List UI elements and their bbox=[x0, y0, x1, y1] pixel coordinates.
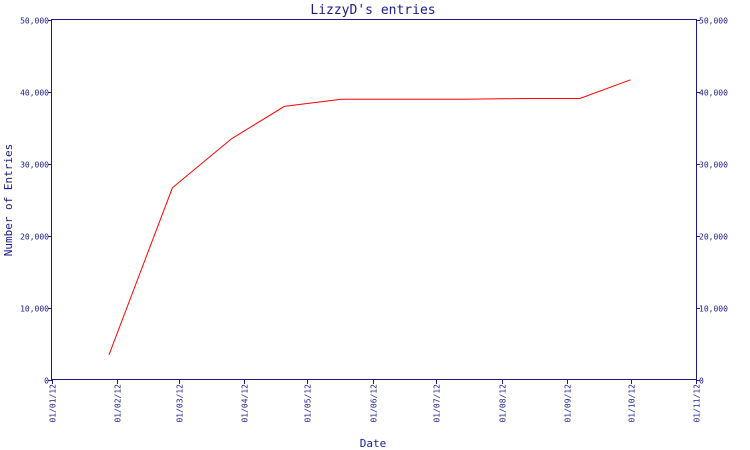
y-tick-label-right: 20,000 bbox=[699, 233, 728, 242]
x-tick-label: 01/04/12 bbox=[241, 384, 250, 423]
y-tick-label-left: 40,000 bbox=[20, 89, 49, 98]
x-tick-label: 01/09/12 bbox=[564, 384, 573, 423]
y-tick-label-left: 10,000 bbox=[20, 305, 49, 314]
x-tick-label: 01/02/12 bbox=[114, 384, 123, 423]
y-tick-label-right: 10,000 bbox=[699, 305, 728, 314]
y-tick-label-right: 0 bbox=[699, 377, 704, 386]
axis-ticks: 0 0 10,000 10,000 20,000 20,000 30,000 30,000 40… bbox=[20, 17, 728, 423]
x-tick-label: 01/05/12 bbox=[304, 384, 313, 423]
x-tick-label: 01/10/12 bbox=[628, 384, 637, 423]
chart-title: LizzyD's entries bbox=[310, 3, 435, 18]
y-tick-label-left: 0 bbox=[44, 377, 49, 386]
y-tick-label-left: 50,000 bbox=[20, 17, 49, 26]
x-tick-label: 01/11/12 bbox=[693, 384, 702, 423]
x-tick-label: 01/06/12 bbox=[370, 384, 379, 423]
x-tick-label: 01/08/12 bbox=[499, 384, 508, 423]
y-tick-label-right: 40,000 bbox=[699, 89, 728, 98]
x-tick-label: 01/07/12 bbox=[433, 384, 442, 423]
y-tick-label-right: 30,000 bbox=[699, 161, 728, 170]
x-tick-label: 01/01/12 bbox=[49, 384, 58, 423]
x-tick-label: 01/03/12 bbox=[176, 384, 185, 423]
series-line-0 bbox=[108, 79, 631, 355]
y-tick-label-left: 30,000 bbox=[20, 161, 49, 170]
plot-frame bbox=[51, 19, 697, 380]
series-layer bbox=[108, 79, 631, 355]
y-tick-label-right: 50,000 bbox=[699, 17, 728, 26]
x-axis-label: Date bbox=[360, 437, 387, 450]
y-tick-label-left: 20,000 bbox=[20, 233, 49, 242]
y-axis-label: Number of Entries bbox=[2, 144, 15, 257]
